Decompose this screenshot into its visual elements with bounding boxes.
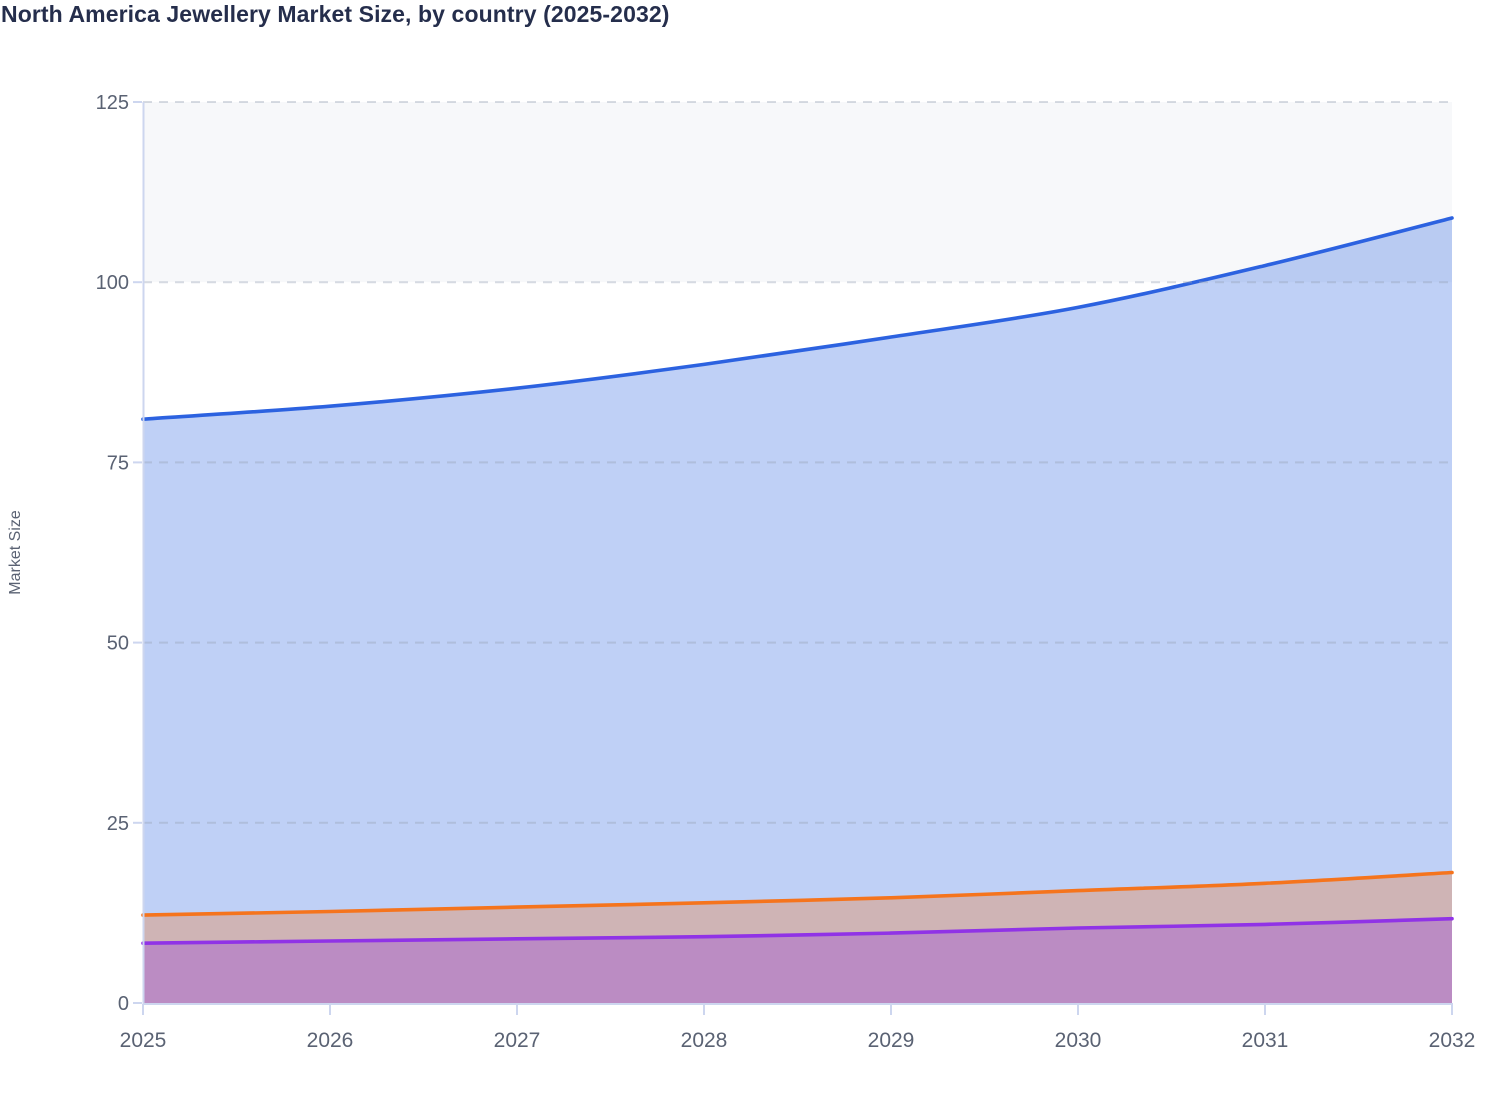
series-line-3	[141, 916, 1454, 945]
x-tick-label-2029: 2029	[868, 1029, 915, 1052]
y-tick-label-0: 0	[118, 993, 129, 1015]
plot-band	[143, 102, 1452, 283]
y-tick-label-100: 100	[96, 272, 129, 294]
chart-title: North America Jewellery Market Size, by …	[1, 1, 670, 27]
y-axis-title: Market Size	[7, 510, 24, 595]
series-line-2	[141, 870, 1454, 917]
series-area-2	[143, 872, 1452, 1003]
x-tick-label-2028: 2028	[681, 1029, 728, 1052]
y-tick-label-25: 25	[107, 813, 129, 835]
x-tick-label-2027: 2027	[494, 1029, 541, 1052]
y-tick-label-75: 75	[107, 452, 129, 474]
x-tick-label-2026: 2026	[307, 1029, 354, 1052]
series-line-1	[141, 216, 1454, 421]
y-tick-label-125: 125	[96, 92, 129, 114]
x-tick-label-2030: 2030	[1055, 1029, 1102, 1052]
y-tick-label-50: 50	[107, 633, 129, 655]
x-tick-label-2032: 2032	[1429, 1029, 1476, 1052]
series-area-1	[143, 218, 1452, 1003]
x-tick-label-2025: 2025	[120, 1029, 167, 1052]
x-tick-label-2031: 2031	[1242, 1029, 1289, 1052]
